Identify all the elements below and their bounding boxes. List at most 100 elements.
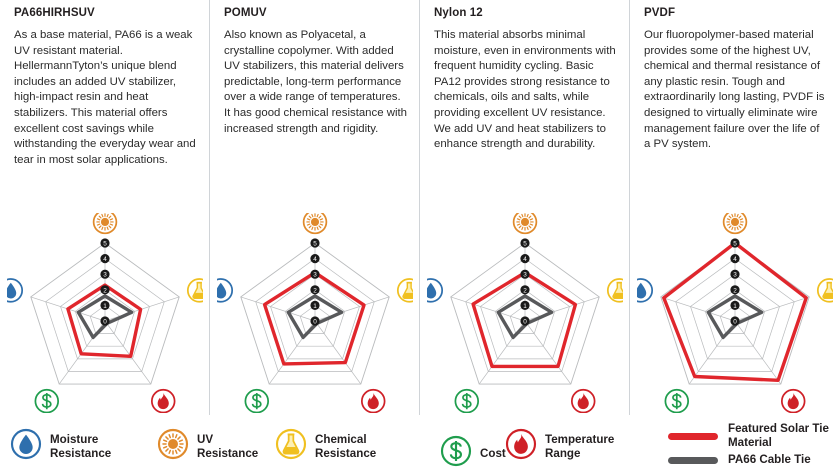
radar-axis-cost-dollar-icon xyxy=(454,388,479,413)
radar-axis-moisture-drop-icon xyxy=(6,278,23,303)
radar-tick-marker xyxy=(519,254,530,264)
legend-item-cost: Cost xyxy=(440,435,506,472)
radar-tick-label: 0 xyxy=(103,319,107,326)
radar-tick-marker xyxy=(309,254,320,264)
radar-tick-marker xyxy=(99,316,110,326)
column-description: This material absorbs minimal moisture, … xyxy=(434,29,616,151)
radar-tick-label: 1 xyxy=(523,303,527,310)
radar-tick-marker xyxy=(99,285,110,295)
radar-chart-container-2: 5 4 3 2 1 0 xyxy=(420,213,629,413)
temperature-flame-icon xyxy=(505,428,537,465)
radar-tick-marker xyxy=(729,300,740,310)
radar-axis-cost-dollar-icon xyxy=(664,388,689,413)
radar-tick-label: 3 xyxy=(733,272,737,279)
radar-axis-moisture-drop-icon xyxy=(216,278,233,303)
radar-axis-temperature-flame-icon xyxy=(570,388,595,413)
legend-label: Chemical Resistance xyxy=(315,432,377,460)
radar-tick-marker xyxy=(309,316,320,326)
radar-tick-label: 0 xyxy=(523,319,527,326)
radar-chart-pvdf: 5 4 3 2 1 0 xyxy=(636,213,833,413)
legend-swatch-pa66: PA66 Cable Tie xyxy=(668,453,811,467)
column-description: As a base material, PA66 is a weak UV re… xyxy=(14,29,196,166)
material-column-1: POMUV Also known as Polyacetal, a crysta… xyxy=(209,0,419,415)
legend-label: UV Resistance xyxy=(197,432,259,460)
radar-tick-marker xyxy=(519,285,530,295)
radar-tick-label: 5 xyxy=(103,241,107,248)
column-description: Also known as Polyacetal, a crystalline … xyxy=(224,29,407,135)
legend-label: Cost xyxy=(480,446,506,460)
radar-tick-marker xyxy=(729,238,740,248)
radar-tick-label: 3 xyxy=(103,272,107,279)
material-columns: PA66HIRHSUV As a base material, PA66 is … xyxy=(0,0,839,415)
column-title: PA66HIRHSUV xyxy=(14,7,95,19)
legend-item-moisture: Moisture Resistance xyxy=(10,428,111,465)
radar-axis-uv-sun-icon xyxy=(92,213,117,235)
gray-line-swatch xyxy=(668,456,718,464)
radar-tick-label: 4 xyxy=(523,256,527,263)
radar-tick-label: 2 xyxy=(313,287,317,294)
radar-tick-label: 5 xyxy=(733,241,737,248)
radar-chart-pa66hirhsuv: 5 4 3 2 1 0 xyxy=(6,213,203,413)
radar-tick-label: 1 xyxy=(733,303,737,310)
radar-axis-chemical-flask-icon xyxy=(816,278,833,303)
radar-series-pa66-baseline xyxy=(76,294,133,340)
radar-tick-marker xyxy=(729,254,740,264)
radar-tick-label: 1 xyxy=(103,303,107,310)
radar-axis-moisture-drop-icon xyxy=(636,278,653,303)
radar-tick-marker xyxy=(729,269,740,279)
radar-tick-marker xyxy=(99,300,110,310)
radar-axis-chemical-flask-icon xyxy=(396,278,413,303)
radar-series-pa66-baseline xyxy=(496,294,553,340)
radar-tick-label: 0 xyxy=(733,319,737,326)
radar-series-featured xyxy=(661,241,808,383)
radar-tick-marker xyxy=(309,300,320,310)
radar-tick-marker xyxy=(309,238,320,248)
radar-tick-label: 0 xyxy=(313,319,317,326)
radar-tick-marker xyxy=(729,316,740,326)
radar-tick-marker xyxy=(309,285,320,295)
radar-series-pa66-baseline xyxy=(706,294,763,340)
radar-tick-label: 3 xyxy=(523,272,527,279)
swatch-label: Featured Solar Tie Material xyxy=(728,422,829,449)
radar-chart-container-1: 5 4 3 2 1 0 xyxy=(210,213,419,413)
radar-tick-label: 1 xyxy=(313,303,317,310)
radar-axis-cost-dollar-icon xyxy=(244,388,269,413)
radar-axis-temperature-flame-icon xyxy=(360,388,385,413)
radar-tick-marker xyxy=(519,238,530,248)
radar-tick-label: 4 xyxy=(103,256,107,263)
radar-axis-uv-sun-icon xyxy=(722,213,747,235)
legend-item-uv: UV Resistance xyxy=(157,428,258,465)
radar-tick-marker xyxy=(309,269,320,279)
legend-label: Temperature Range xyxy=(545,432,615,460)
radar-axis-uv-sun-icon xyxy=(512,213,537,235)
radar-tick-marker xyxy=(99,254,110,264)
radar-axis-chemical-flask-icon xyxy=(186,278,203,303)
material-column-2: Nylon 12 This material absorbs minimal m… xyxy=(419,0,629,415)
radar-axis-uv-sun-icon xyxy=(302,213,327,235)
radar-axis-chemical-flask-icon xyxy=(606,278,623,303)
radar-axis-temperature-flame-icon xyxy=(150,388,175,413)
radar-axis-temperature-flame-icon xyxy=(780,388,805,413)
radar-tick-marker xyxy=(519,316,530,326)
legend-swatch-featured: Featured Solar Tie Material xyxy=(668,422,829,450)
material-column-3: PVDF Our fluoropolymer-based material pr… xyxy=(629,0,839,415)
radar-tick-label: 5 xyxy=(313,241,317,248)
radar-tick-label: 5 xyxy=(523,241,527,248)
radar-tick-marker xyxy=(519,300,530,310)
radar-tick-label: 4 xyxy=(733,256,737,263)
legend-label: Moisture Resistance xyxy=(50,432,112,460)
column-title: PVDF xyxy=(644,7,676,19)
radar-tick-marker xyxy=(729,285,740,295)
column-description: Our fluoropolymer-based material provide… xyxy=(644,29,825,151)
radar-tick-label: 2 xyxy=(523,287,527,294)
legend: Moisture Resistance UV Resistance Chemic… xyxy=(0,415,839,473)
uv-sun-icon xyxy=(157,428,189,465)
radar-tick-label: 2 xyxy=(733,287,737,294)
radar-series-featured xyxy=(65,283,142,359)
radar-chart-container-3: 5 4 3 2 1 0 xyxy=(630,213,839,413)
radar-tick-marker xyxy=(519,269,530,279)
material-column-0: PA66HIRHSUV As a base material, PA66 is … xyxy=(0,0,209,415)
radar-series-featured xyxy=(262,270,366,366)
radar-axis-cost-dollar-icon xyxy=(34,388,59,413)
